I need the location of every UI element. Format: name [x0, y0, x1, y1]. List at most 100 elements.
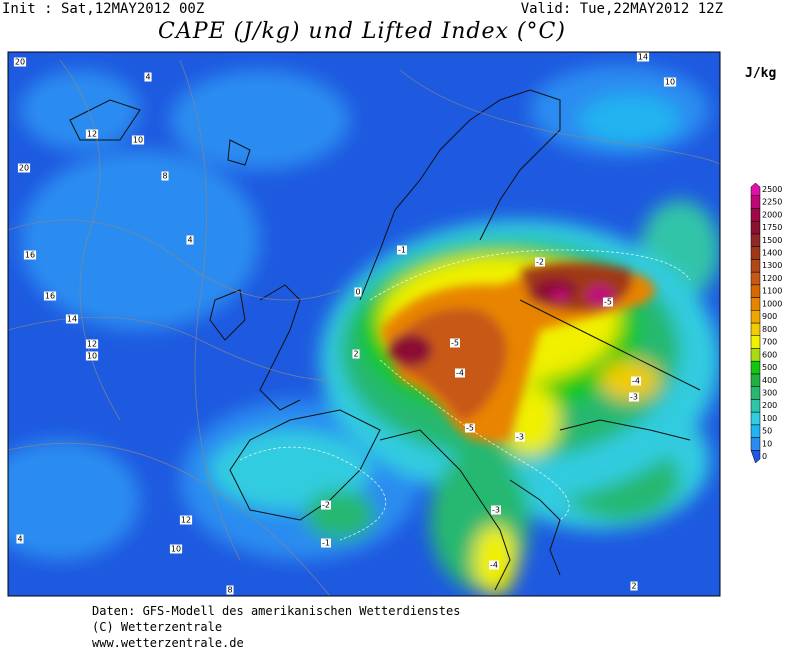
- contour-label: 0: [355, 288, 360, 297]
- contour-label: 16: [45, 292, 55, 301]
- colorbar-swatch: [750, 284, 761, 298]
- label-box: [16, 534, 24, 544]
- lifted-index-isolines: [8, 59, 720, 596]
- colorbar-label: 900: [762, 312, 777, 321]
- label-box: [321, 538, 331, 548]
- contour-label: 10: [133, 136, 143, 145]
- colorbar-swatch: [750, 220, 761, 235]
- label-box: [226, 585, 234, 595]
- label-box: [455, 368, 465, 378]
- label-box: [352, 349, 360, 359]
- valid-time: Valid: Tue,22MAY2012 12Z: [521, 1, 723, 17]
- colorbar-label: 200: [762, 401, 777, 410]
- colorbar-label: 1100: [762, 287, 782, 296]
- colorbar-swatch: [750, 335, 761, 349]
- contour-label: -4: [456, 369, 464, 378]
- contour-label: 20: [19, 164, 29, 173]
- label-box: [85, 129, 99, 139]
- contour-label: 4: [145, 73, 150, 82]
- colorbar-swatch: [750, 348, 761, 362]
- contour-label: 10: [171, 545, 181, 554]
- colorbar-swatch: [750, 259, 761, 273]
- colorbar-swatch: [750, 182, 761, 196]
- contour-label: 14: [638, 53, 648, 62]
- contour-label: -4: [490, 561, 498, 570]
- contour-label: -5: [604, 298, 612, 307]
- colorbar-swatch: [750, 437, 761, 451]
- colorbar-swatch: [750, 195, 761, 209]
- footer-line: (C) Wetterzentrale: [92, 620, 222, 634]
- label-box: [450, 338, 460, 348]
- coastlines: [69, 89, 701, 591]
- label-box: [630, 581, 638, 591]
- label-box: [535, 257, 545, 267]
- contour-label: 2: [353, 350, 358, 359]
- label-box: [23, 250, 37, 260]
- colorbar-swatch: [750, 208, 761, 222]
- colorbar-swatch: [750, 246, 761, 260]
- colorbar-label: 100: [762, 414, 777, 423]
- label-box: [354, 287, 362, 297]
- contour-label: -3: [492, 506, 500, 515]
- map-field: 20 4 12 10 20 16 16 14 12 10 4 8 -5 -5 -…: [8, 52, 720, 596]
- label-box: [65, 314, 79, 324]
- colorbar-swatch: [750, 411, 761, 426]
- contour-label: 8: [227, 586, 232, 595]
- contour-label: 10: [665, 78, 675, 87]
- colorbar-swatch: [750, 310, 761, 324]
- contour-label: -4: [632, 377, 640, 386]
- colorbar-label: 400: [762, 376, 777, 385]
- label-box: [179, 515, 193, 525]
- label-box: [43, 291, 57, 301]
- colorbar-swatch: [750, 233, 761, 247]
- label-box: [17, 163, 31, 173]
- label-box: [397, 245, 407, 255]
- contour-labels: 20 4 12 10 20 16 16 14 12 10 4 8 -5 -5 -…: [13, 52, 677, 595]
- colorbar-unit: J/kg: [745, 66, 776, 81]
- colorbar-swatch: [750, 373, 761, 387]
- label-box: [85, 339, 99, 349]
- init-time: Init : Sat,12MAY2012 00Z: [2, 1, 204, 17]
- label-box: [603, 297, 613, 307]
- contour-label: 4: [187, 236, 192, 245]
- contour-label: -1: [398, 246, 406, 255]
- label-box: [131, 135, 145, 145]
- label-box: [321, 500, 331, 510]
- contour-label: -1: [322, 539, 330, 548]
- label-box: [489, 560, 499, 570]
- colorbar-label: 600: [762, 350, 777, 359]
- footer-line: www.wetterzentrale.de: [92, 636, 244, 648]
- colorbar-swatch: [750, 399, 761, 413]
- contour-label: -5: [466, 424, 474, 433]
- contour-label: -2: [322, 501, 330, 510]
- colorbar: 0 10 50 100 200 300 400 500 600 700 800 900 1000 1100…: [750, 182, 782, 464]
- colorbar-swatch: [750, 322, 761, 336]
- colorbar-swatch: [750, 271, 761, 286]
- contour-label: 2: [631, 582, 636, 591]
- label-box: [186, 235, 194, 245]
- colorbar-label: 2250: [762, 198, 782, 207]
- colorbar-label: 2500: [762, 185, 782, 194]
- contour-label: -3: [516, 433, 524, 442]
- colorbar-label: 1200: [762, 274, 782, 283]
- contour-label: 12: [87, 130, 97, 139]
- colorbar-swatch: [750, 297, 761, 311]
- colorbar-label: 10: [762, 439, 772, 448]
- contour-label: 8: [162, 172, 167, 181]
- colorbar-swatch: [750, 450, 761, 464]
- label-box: [465, 423, 475, 433]
- contour-label: -3: [630, 393, 638, 402]
- colorbar-label: 2000: [762, 210, 782, 219]
- label-box: [169, 544, 183, 554]
- label-box: [663, 77, 677, 87]
- label-box: [491, 505, 501, 515]
- colorbar-label: 500: [762, 363, 777, 372]
- contour-label: 14: [67, 315, 77, 324]
- contour-label: 20: [15, 58, 25, 67]
- colorbar-swatch: [750, 360, 761, 375]
- colorbar-label: 50: [762, 427, 772, 436]
- colorbar-swatch: [750, 386, 761, 400]
- colorbar-label: 800: [762, 325, 777, 334]
- colorbar-label: 1750: [762, 223, 782, 232]
